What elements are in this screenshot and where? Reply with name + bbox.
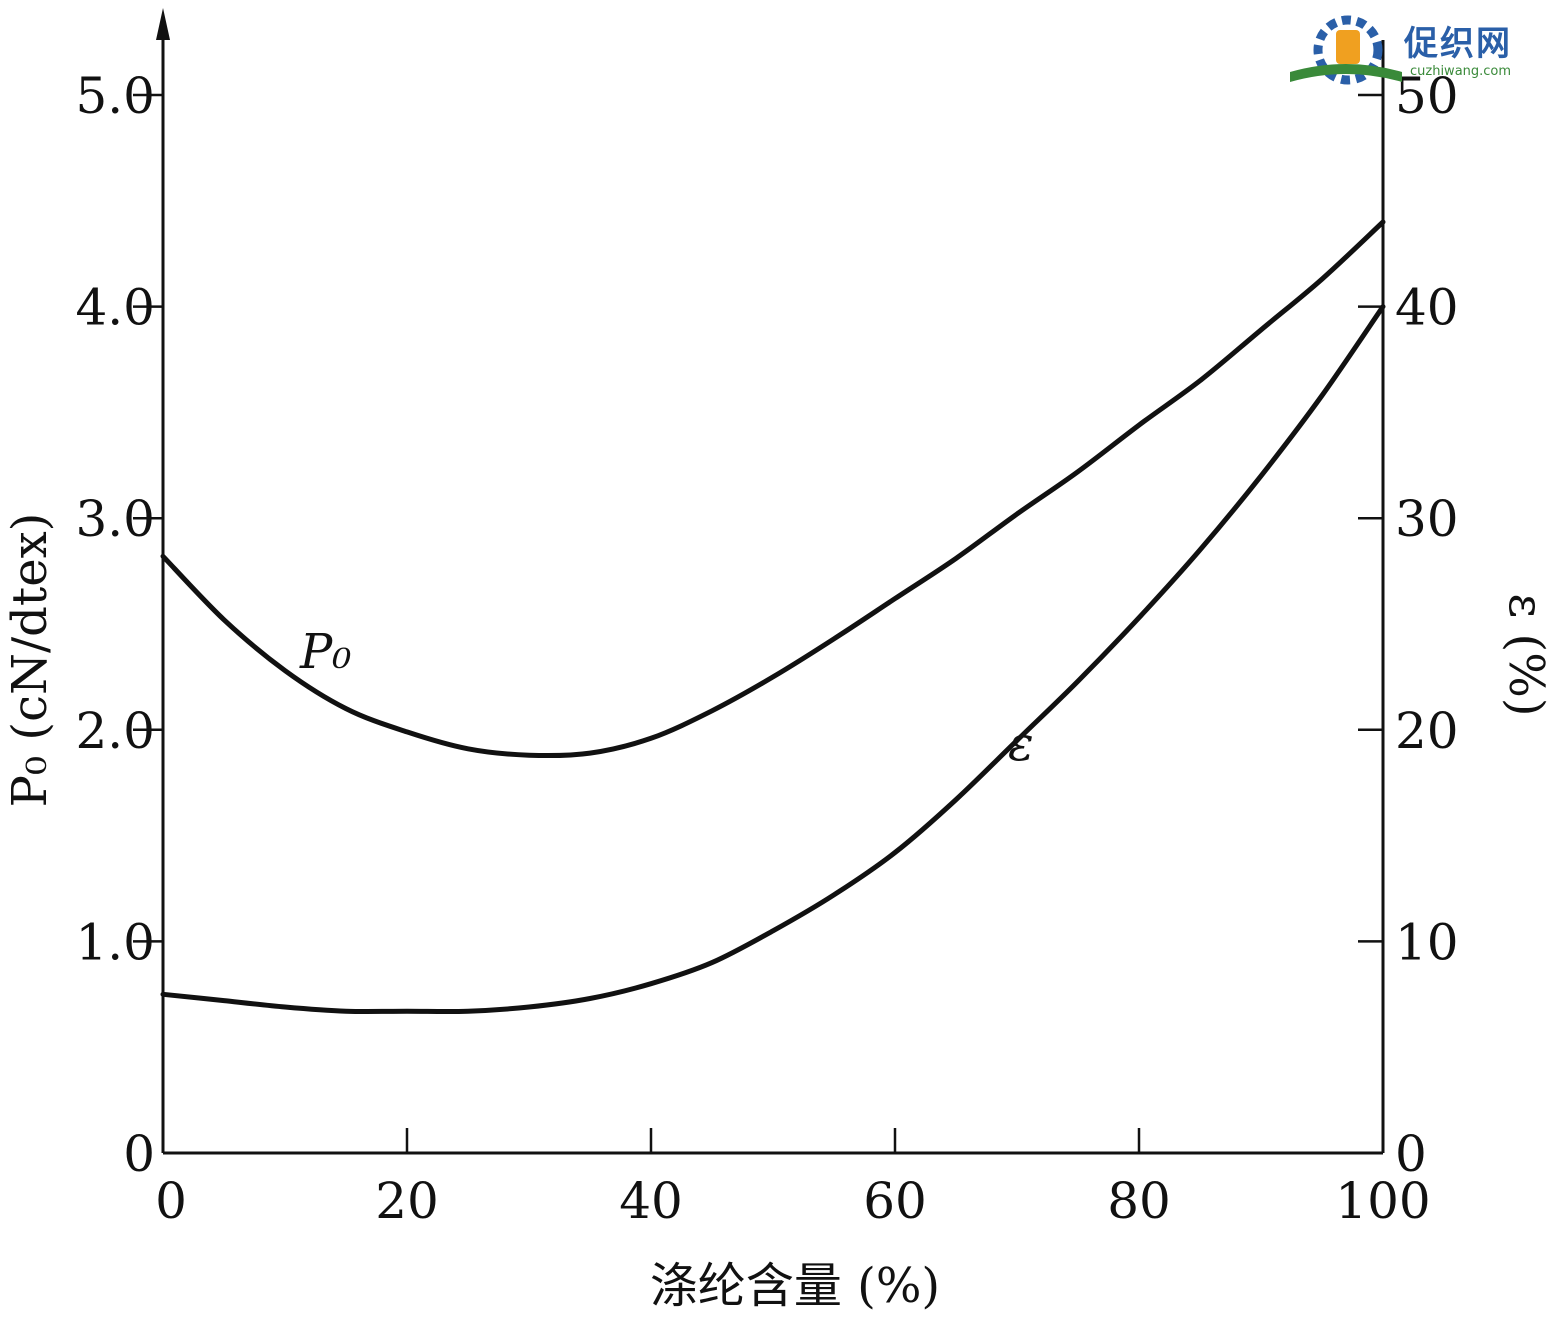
series-line-p0 <box>160 219 1386 759</box>
left-tick-label: 5.0 <box>75 67 155 125</box>
x-tick-label: 100 <box>1335 1172 1430 1230</box>
right-tick-label: 30 <box>1395 490 1459 548</box>
left-axis-title: P₀ (cN/dtex) <box>2 513 58 808</box>
gear-book-icon <box>1290 15 1402 85</box>
right-tick-label: 0 <box>1395 1125 1427 1183</box>
series-group <box>160 219 1386 1015</box>
left-tick-label: 0 <box>123 1125 155 1183</box>
x-tick-label: 60 <box>863 1172 927 1230</box>
left-tick-label: 1.0 <box>75 913 155 971</box>
x-tick-label: 80 <box>1107 1172 1171 1230</box>
x-axis-title: 涤纶含量 (%) <box>650 1258 940 1314</box>
right-tick-label: 10 <box>1395 913 1459 971</box>
curve-label-p0: P₀ <box>299 624 352 680</box>
right-tick-label: 20 <box>1395 702 1459 760</box>
x-tick-label: 20 <box>375 1172 439 1230</box>
left-tick-label: 2.0 <box>75 702 155 760</box>
x-tick-label: 0 <box>155 1172 187 1230</box>
axes <box>156 8 1385 1155</box>
right-y-ticks: 0 10 20 30 40 50 <box>1358 67 1459 1183</box>
right-tick-label: 40 <box>1395 279 1459 337</box>
watermark-name: 促织网 <box>1404 24 1512 64</box>
watermark-logo: 促织网 cuzhiwang.com <box>1288 12 1540 90</box>
watermark-url: cuzhiwang.com <box>1410 64 1512 79</box>
x-ticks: 0 20 40 60 80 100 <box>155 1128 1431 1230</box>
right-axis-title: ε (%) <box>1498 593 1547 716</box>
left-y-axis-arrow <box>156 8 170 40</box>
right-tick-label: 50 <box>1395 67 1459 125</box>
series-line-epsilon <box>160 304 1386 1015</box>
left-tick-label: 4.0 <box>75 279 155 337</box>
x-tick-label: 40 <box>619 1172 683 1230</box>
left-y-ticks: 0 1.0 2.0 3.0 4.0 5.0 <box>75 67 163 1183</box>
left-tick-label: 3.0 <box>75 490 155 548</box>
curve-label-epsilon: ε <box>1008 716 1034 772</box>
